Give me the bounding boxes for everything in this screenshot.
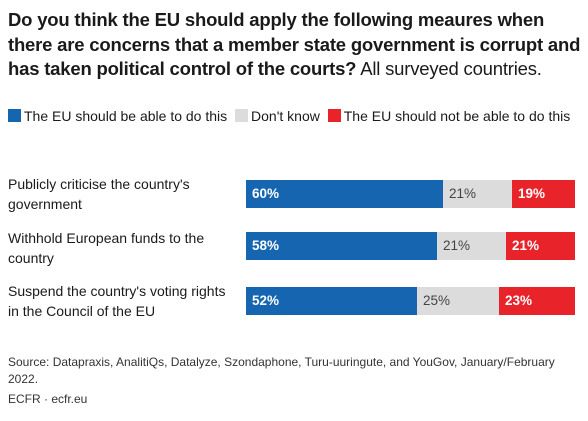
data-label-able: 58% bbox=[252, 238, 280, 253]
legend-swatch-dont-know bbox=[235, 109, 249, 122]
chart-title: Do you think the EU should apply the fol… bbox=[8, 8, 582, 82]
bar-segment-able bbox=[246, 287, 417, 315]
category-label: Suspend the country's voting rights in t… bbox=[8, 283, 226, 319]
category-label: Withhold European funds to the country bbox=[8, 230, 205, 266]
bar-row-criticise: 60% 21% 19% bbox=[246, 180, 575, 208]
bar-segment-able bbox=[246, 180, 443, 208]
legend-label-dont-know: Don't know bbox=[251, 108, 320, 124]
legend-swatch-not-able bbox=[327, 109, 341, 122]
bar-segment-not-able bbox=[499, 287, 575, 315]
data-label-dont-know: 21% bbox=[443, 238, 471, 253]
legend-label-not-able: The EU should not be able to do this bbox=[343, 108, 571, 124]
legend-item-not-able: The EU should not be able to do this bbox=[327, 108, 571, 124]
credit-line: ECFR · ecfr.eu bbox=[8, 392, 88, 406]
bar-segment-dont-know bbox=[443, 180, 512, 208]
data-label-able: 60% bbox=[252, 186, 280, 201]
data-label-able: 52% bbox=[252, 293, 280, 308]
source-note: Source: Datapraxis, AnalitiQs, Datalyze,… bbox=[8, 355, 555, 386]
category-label: Publicly criticise the country's governm… bbox=[8, 176, 190, 212]
bar-segment-not-able bbox=[512, 180, 575, 208]
bar-segment-able bbox=[246, 232, 437, 260]
title-question: Do you think the EU should apply the fol… bbox=[8, 9, 581, 79]
legend-item-dont-know: Don't know bbox=[235, 108, 320, 124]
bar-row-withhold-funds: 58% 21% 21% bbox=[246, 232, 575, 260]
title-subtitle: All surveyed countries. bbox=[356, 58, 542, 79]
data-label-not-able: 21% bbox=[512, 238, 540, 253]
legend-item-able: The EU should be able to do this bbox=[8, 108, 227, 124]
bar-segment-not-able bbox=[506, 232, 575, 260]
data-label-dont-know: 25% bbox=[423, 293, 451, 308]
legend: The EU should be able to do this Don't k… bbox=[8, 103, 578, 129]
legend-swatch-able bbox=[8, 109, 21, 122]
bar-segment-dont-know bbox=[437, 232, 506, 260]
legend-label-able: The EU should be able to do this bbox=[24, 108, 228, 124]
bar-row-suspend-voting: 52% 25% 23% bbox=[246, 287, 575, 315]
bar-segment-dont-know bbox=[417, 287, 499, 315]
data-label-not-able: 19% bbox=[518, 186, 546, 201]
data-label-dont-know: 21% bbox=[449, 186, 477, 201]
data-label-not-able: 23% bbox=[505, 293, 533, 308]
